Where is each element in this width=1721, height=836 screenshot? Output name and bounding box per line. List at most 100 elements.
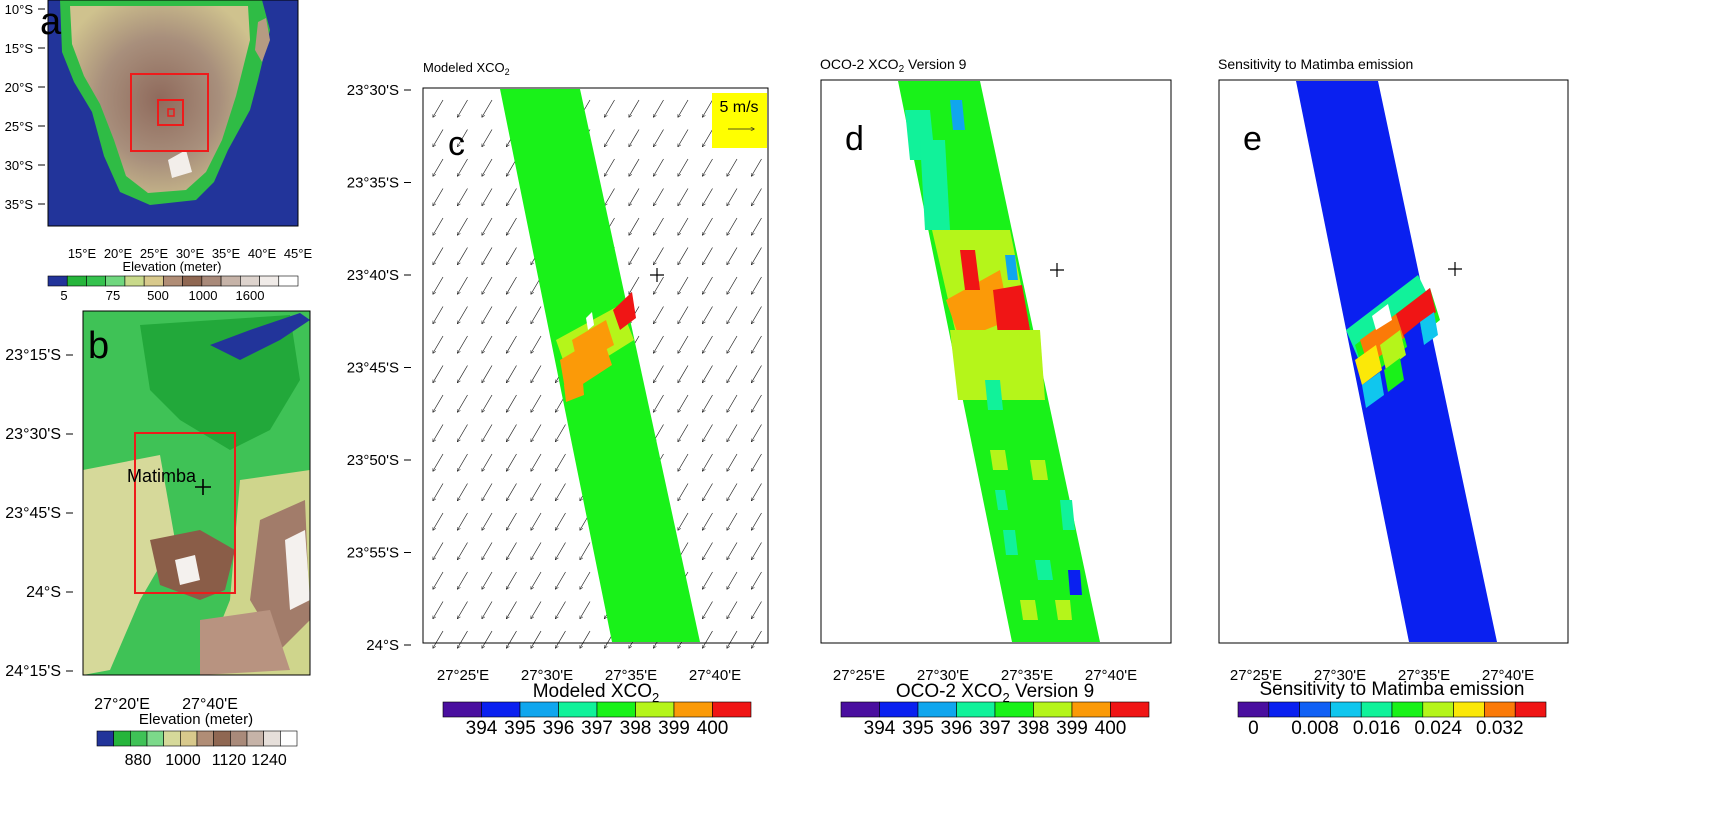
wind-vector-256 [531,630,542,648]
panel-a-lon-ticks: 15°E 20°E 25°E 30°E 35°E 40°E 45°E [68,246,313,261]
wind-vector-263 [703,630,713,648]
wind-vector-65 [654,217,664,235]
a-colorbar-box-7 [182,275,203,287]
wind-vector-240 [482,601,493,619]
d-cell-17 [1030,460,1048,480]
e-colorbar-label-2: 0.016 [1353,718,1401,739]
a-colorbar-label-3: 1000 [189,288,218,303]
wind-vector-159 [556,424,566,442]
panel-c-title: Modeled XCO2 [423,60,510,77]
wind-vector-67 [703,217,713,235]
wind-vector-59 [507,217,517,235]
wind-vector-227 [507,571,517,589]
wind-vector-121 [654,335,664,353]
d-lon-label-1: 27°30'E [917,667,969,684]
wind-vector-237 [752,571,762,589]
wind-vector-112 [433,335,444,353]
c-lat-label-6: 24°S [366,637,399,654]
wind-vector-173 [556,453,566,471]
c-colorbar-label-0: 394 [466,718,498,739]
wind-vector-39 [703,158,713,176]
wind-vector-193 [703,483,713,501]
wind-vector-224 [433,571,444,589]
wind-vector-83 [752,247,762,265]
wind-vector-55 [752,188,762,206]
wind-vector-114 [482,335,493,353]
wind-vector-157 [507,424,517,442]
e-colorbar-box-4 [1360,701,1393,718]
c-colorbar-label-1: 395 [504,718,536,739]
a-lon-label-5: 40°E [248,246,277,261]
panel-a-madagascar [255,18,270,62]
wind-vector-178 [678,453,689,471]
e-colorbar-box-8 [1484,701,1516,718]
e-colorbar-box-1 [1268,701,1300,718]
wind-vector-64 [629,217,640,235]
panel-b-place-label: Matimba [127,466,197,486]
panel-b-lat-ticks: 23°15'S 23°30'S 23°45'S 24°S 24°15'S [5,347,73,680]
wind-vector-195 [752,483,762,501]
wind-vector-181 [752,453,762,471]
wind-vector-73 [507,247,517,265]
wind-vector-99 [458,306,468,324]
wind-vector-102 [531,306,542,324]
e-cell-7 [1420,312,1438,345]
wind-vector-142 [482,394,493,412]
b-colorbar-box-5 [180,730,198,747]
wind-vector-86 [482,276,493,294]
wind-vector-16 [482,129,493,147]
wind-vector-100 [482,306,493,324]
wind-vector-24 [678,129,689,147]
wind-vector-85 [458,276,468,294]
wind-vector-225 [458,571,468,589]
a-colorbar-box-3 [105,275,126,287]
wind-vector-57 [458,217,468,235]
wind-vector-171 [507,453,517,471]
panel-b-colorbar-title: Elevation (meter) [139,711,253,728]
wind-vector-37 [654,158,664,176]
c-colorbar-box-4 [596,701,636,718]
c-colorbar-label-4: 398 [620,718,652,739]
wind-vector-40 [727,158,738,176]
panel-e-marker [1448,262,1462,276]
a-lon-label-2: 25°E [140,246,169,261]
panel-e-letter: e [1243,120,1262,158]
d-colorbar-label-3: 397 [979,718,1011,739]
a-colorbar-label-4: 1600 [236,288,265,303]
e-colorbar-label-3: 0.024 [1414,718,1462,739]
wind-vector-250 [727,601,738,619]
panel-a-frame [47,0,299,227]
wind-vector-116 [531,335,542,353]
wind-vector-109 [703,306,713,324]
a-lon-label-6: 45°E [284,246,313,261]
wind-vector-166 [727,424,738,442]
wind-vector-79 [654,247,664,265]
d-lon-label-2: 27°35'E [1001,667,1053,684]
d-cell-1 [920,140,950,230]
a-colorbar-box-10 [240,275,260,287]
wind-vector-125 [752,335,762,353]
panel-a-lat-ticks: 10°S 15°S 20°S 25°S 30°S 35°S [5,2,45,212]
a-colorbar-box-8 [201,275,222,287]
a-lon-label-3: 30°E [176,246,205,261]
wind-vector-198 [482,512,493,530]
c-lon-label-0: 27°25'E [437,667,489,684]
wind-vector-221 [703,542,713,560]
a-colorbar-label-1: 75 [106,288,120,303]
a-lon-label-4: 35°E [212,246,241,261]
wind-vector-45 [507,188,517,206]
e-colorbar-label-1: 0.008 [1291,718,1339,739]
d-cell-8 [950,330,1045,400]
wind-vector-199 [507,512,517,530]
wind-vector-78 [629,247,640,265]
panel-c-colorbar-labels: 394 395 396 397 398 399 400 [466,718,729,739]
wind-vector-81 [703,247,713,265]
c-lat-label-4: 23°50'S [347,452,399,469]
e-lon-label-1: 27°30'E [1314,667,1366,684]
wind-vector-130 [531,365,542,383]
e-colorbar-label-0: 0 [1248,718,1259,739]
wind-vector-172 [531,453,542,471]
wind-vector-1 [458,99,468,117]
c-lat-label-5: 23°55'S [347,545,399,562]
wind-vector-144 [531,394,542,412]
